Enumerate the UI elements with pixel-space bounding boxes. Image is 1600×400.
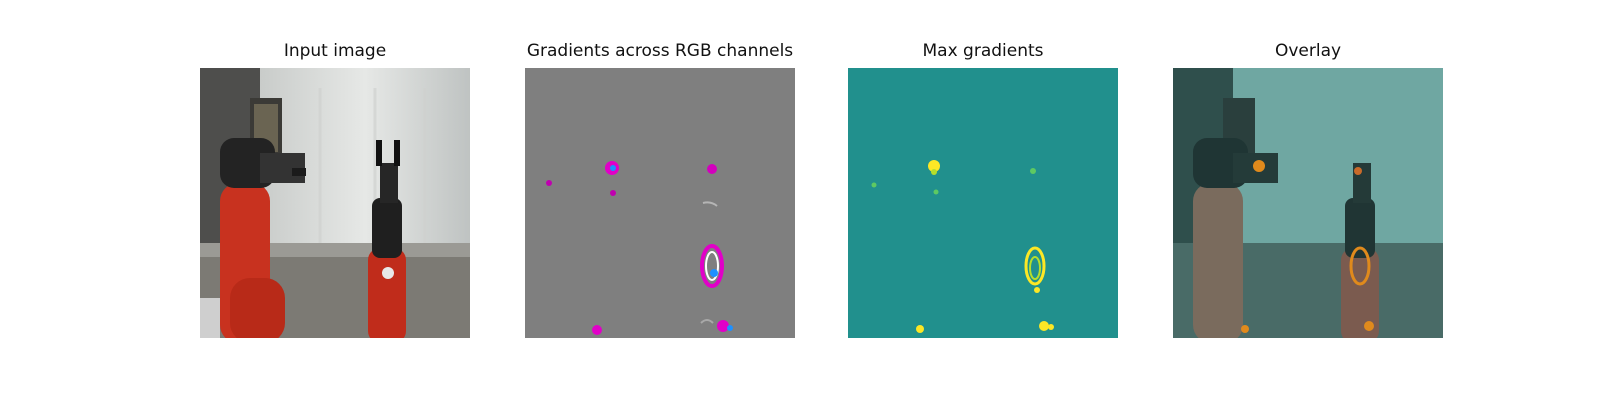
max-gradients-image bbox=[848, 68, 1118, 338]
panel-input-image: Input image bbox=[200, 36, 470, 338]
panel-title: Overlay bbox=[1274, 41, 1342, 61]
input-image bbox=[200, 68, 470, 338]
panel-title: Input image bbox=[283, 41, 387, 61]
panel-overlay: Overlay bbox=[1173, 36, 1443, 338]
panel-gradients-rgb: Gradients across RGB channels bbox=[525, 36, 795, 338]
panel-title: Max gradients bbox=[922, 41, 1044, 61]
overlay-image bbox=[1173, 68, 1443, 338]
gradients-rgb-image bbox=[525, 68, 795, 338]
panel-title: Gradients across RGB channels bbox=[526, 41, 794, 61]
panel-max-gradients: Max gradients bbox=[848, 36, 1118, 338]
